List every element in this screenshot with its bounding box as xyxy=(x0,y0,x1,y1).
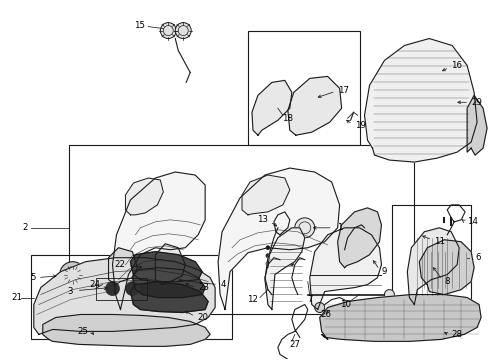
Circle shape xyxy=(125,282,139,296)
Circle shape xyxy=(289,246,293,250)
Circle shape xyxy=(384,289,394,300)
Circle shape xyxy=(281,254,285,258)
Bar xyxy=(247,31,359,145)
Polygon shape xyxy=(337,208,381,268)
Circle shape xyxy=(265,254,269,258)
Circle shape xyxy=(289,262,293,266)
Polygon shape xyxy=(407,228,458,305)
Text: 25: 25 xyxy=(78,327,88,336)
Text: 12: 12 xyxy=(246,295,258,304)
Circle shape xyxy=(273,246,277,250)
Text: 28: 28 xyxy=(450,330,461,339)
Circle shape xyxy=(60,262,85,288)
Polygon shape xyxy=(108,248,137,285)
Polygon shape xyxy=(251,80,291,135)
Text: 29: 29 xyxy=(470,98,481,107)
Polygon shape xyxy=(218,168,339,310)
Polygon shape xyxy=(287,76,341,135)
Polygon shape xyxy=(242,175,289,215)
Bar xyxy=(31,255,232,339)
Text: 18: 18 xyxy=(281,114,292,123)
Text: 22: 22 xyxy=(114,260,125,269)
Circle shape xyxy=(175,23,191,39)
Polygon shape xyxy=(466,95,486,155)
Text: 26: 26 xyxy=(320,310,331,319)
Polygon shape xyxy=(364,39,476,162)
Circle shape xyxy=(265,246,269,250)
Circle shape xyxy=(273,254,277,258)
Text: 5: 5 xyxy=(30,273,36,282)
Circle shape xyxy=(294,218,314,238)
Polygon shape xyxy=(319,294,480,341)
Text: 15: 15 xyxy=(134,21,145,30)
Text: 9: 9 xyxy=(381,267,386,276)
Circle shape xyxy=(265,262,269,266)
Text: 3: 3 xyxy=(67,287,73,296)
Text: 8: 8 xyxy=(443,277,449,286)
Text: 14: 14 xyxy=(466,217,477,226)
Text: 11: 11 xyxy=(433,237,445,246)
Bar xyxy=(68,145,413,315)
Circle shape xyxy=(273,262,277,266)
Text: 16: 16 xyxy=(450,61,461,70)
Polygon shape xyxy=(112,172,205,310)
Text: 27: 27 xyxy=(289,340,300,349)
Circle shape xyxy=(289,254,293,258)
Polygon shape xyxy=(132,268,205,298)
Circle shape xyxy=(160,23,176,39)
Text: 17: 17 xyxy=(337,86,348,95)
Text: 1: 1 xyxy=(336,223,342,232)
Polygon shape xyxy=(155,244,185,285)
Text: 6: 6 xyxy=(474,253,480,262)
Polygon shape xyxy=(130,282,208,312)
Text: 2: 2 xyxy=(23,223,28,232)
Polygon shape xyxy=(419,240,473,294)
Bar xyxy=(95,278,147,300)
Circle shape xyxy=(281,262,285,266)
Circle shape xyxy=(281,246,285,250)
Polygon shape xyxy=(125,178,163,215)
Text: 19: 19 xyxy=(354,121,365,130)
Text: 20: 20 xyxy=(197,313,208,322)
Polygon shape xyxy=(130,252,202,282)
Polygon shape xyxy=(309,228,381,310)
Text: 24: 24 xyxy=(89,280,101,289)
Bar xyxy=(392,205,470,315)
Text: 4: 4 xyxy=(220,280,225,289)
Text: 13: 13 xyxy=(256,215,267,224)
Text: 23: 23 xyxy=(198,283,209,292)
Circle shape xyxy=(105,282,119,296)
Polygon shape xyxy=(264,228,304,310)
Text: 21: 21 xyxy=(11,293,22,302)
Polygon shape xyxy=(34,258,215,334)
Text: 10: 10 xyxy=(339,300,350,309)
Polygon shape xyxy=(42,315,210,346)
Text: 7: 7 xyxy=(307,295,313,304)
Circle shape xyxy=(314,302,324,312)
